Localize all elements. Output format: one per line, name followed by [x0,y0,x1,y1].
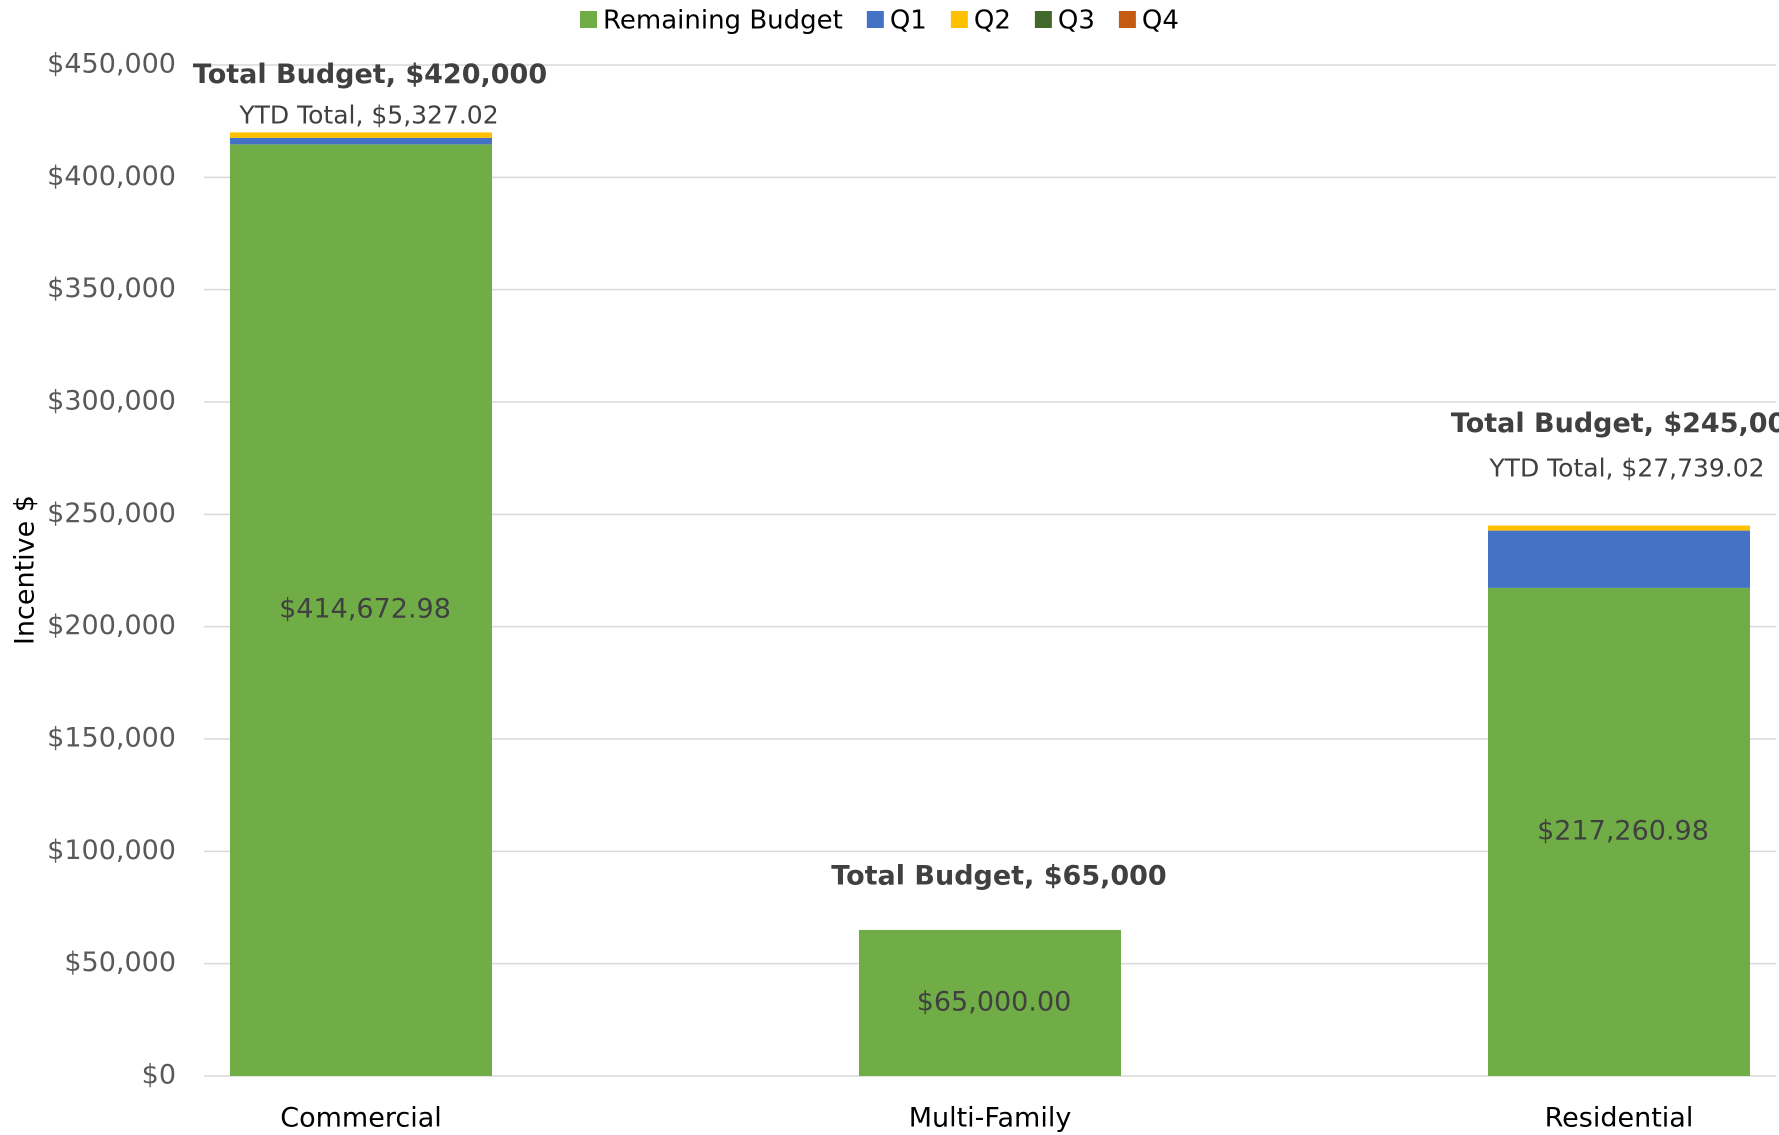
data-label: $65,000.00 [917,986,1072,1017]
y-tick-label: $0 [142,1060,176,1091]
y-tick-label: $400,000 [47,161,176,192]
data-label: $217,260.98 [1537,815,1709,846]
y-tick-label: $300,000 [47,386,176,417]
x-tick-label: Multi-Family [909,1103,1072,1134]
legend-label: Q4 [1142,6,1179,36]
bar-segment [230,144,492,1076]
y-tick-label: $200,000 [47,610,176,641]
y-tick-label: $250,000 [47,498,176,529]
total-label: Total Budget, $65,000 [831,860,1166,891]
total-label: Total Budget, $420,000 [193,59,547,90]
bar-segment [230,137,492,145]
y-tick-label: $450,000 [47,49,176,80]
bar-segment [1488,525,1750,531]
legend-label: Q1 [890,6,927,36]
x-tick-label: Residential [1545,1103,1694,1134]
bar-segment [230,132,492,138]
legend-swatch [950,11,968,28]
bar-segment [1488,587,1750,1076]
legend-swatch [580,11,597,28]
y-tick-label: $100,000 [47,835,176,866]
legend-label: Q2 [974,6,1011,36]
legend-swatch [866,11,884,28]
bar-segment [859,929,1121,1076]
total-label: Total Budget, $245,000 [1451,408,1779,439]
y-tick-label: $350,000 [47,273,176,304]
y-tick-label: $50,000 [64,947,176,978]
legend-swatch [1034,11,1052,28]
legend-label: Q3 [1058,6,1095,36]
data-label: $414,672.98 [279,594,451,625]
ytd-label: YTD Total, $27,739.02 [1488,454,1764,483]
bar-segment [1488,530,1750,588]
legend-swatch [1118,11,1136,28]
y-axis-label: Incentive $ [10,495,41,645]
y-tick-label: $150,000 [47,723,176,754]
legend-label: Remaining Budget [603,6,843,36]
ytd-label: YTD Total, $5,327.02 [238,100,498,129]
x-tick-label: Commercial [280,1103,442,1134]
